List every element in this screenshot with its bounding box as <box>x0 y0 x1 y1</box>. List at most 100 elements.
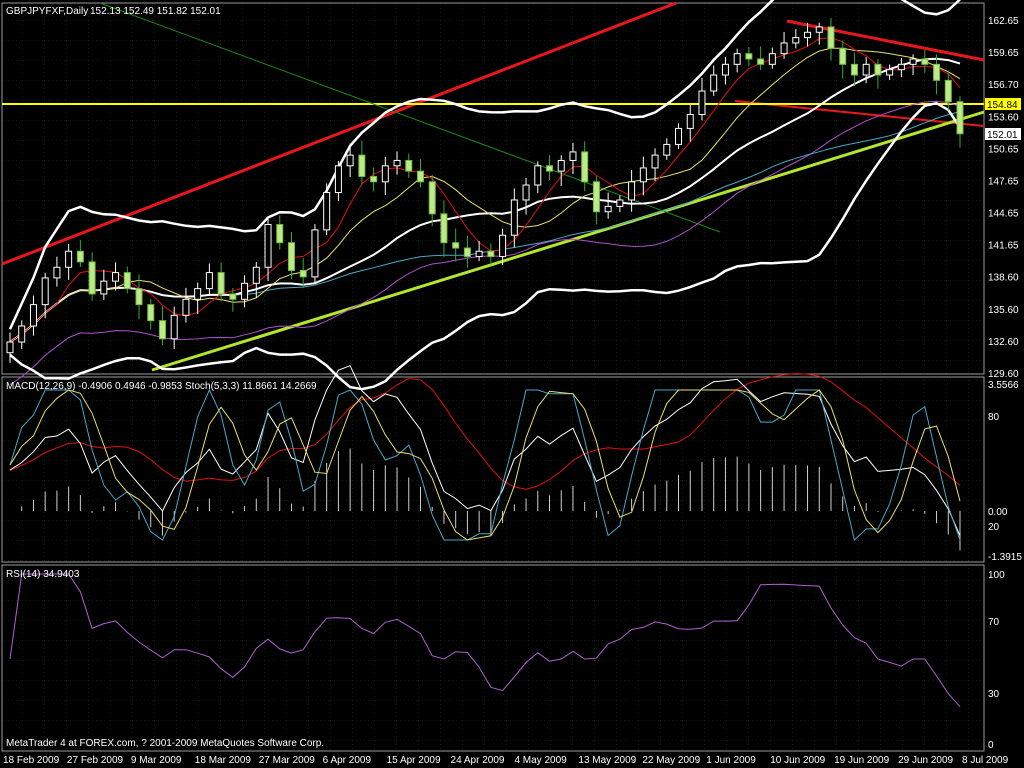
candle-body <box>675 127 683 145</box>
date-tick-label: 13 May 2009 <box>578 755 636 766</box>
candle-body <box>581 151 589 183</box>
bollinger-lower <box>9 101 962 391</box>
macd-main-line <box>9 365 961 536</box>
candle-body <box>405 159 413 172</box>
macd-stoch-lines <box>9 365 961 551</box>
candle-body <box>534 165 542 186</box>
date-tick-label: 19 Jun 2009 <box>834 755 889 766</box>
candle-body <box>745 53 753 60</box>
candle-body <box>510 199 518 236</box>
candle-body <box>639 167 647 183</box>
candle-body <box>100 280 108 295</box>
candle-body <box>804 31 812 39</box>
price-tick-label: 129.60 <box>988 369 1019 380</box>
date-tick-label: 10 Jun 2009 <box>770 755 825 766</box>
rsi-header: RSI(14) 34.9403 <box>6 569 80 580</box>
price-axis: 162.65 159.65 156.70 153.60 150.65 147.65 144.… <box>988 16 1019 380</box>
date-tick-label: 22 May 2009 <box>642 755 700 766</box>
candle-body <box>41 277 49 306</box>
candle-body <box>276 224 284 244</box>
candle-body <box>733 53 741 65</box>
macd-axis: 3.5566 80 0.00 20 -1.3915 <box>988 380 1022 563</box>
price-tick-label: 144.65 <box>988 209 1019 220</box>
candle-body <box>686 114 694 129</box>
candle-body <box>53 266 61 279</box>
candle-body <box>757 58 765 65</box>
candle-body <box>158 320 166 340</box>
candle-body <box>616 199 624 207</box>
candle-body <box>780 42 788 55</box>
candle-body <box>393 159 401 167</box>
candle-body <box>487 250 495 258</box>
date-tick-label: 24 Apr 2009 <box>451 755 505 766</box>
candle-body <box>452 242 460 249</box>
rsi-tick-label: 30 <box>988 689 1000 700</box>
candle-body <box>628 181 636 201</box>
date-tick-label: 4 May 2009 <box>514 755 567 766</box>
candle-body <box>850 63 858 76</box>
candle-body <box>428 181 436 215</box>
ma-yellow-line <box>9 47 961 343</box>
candle-body <box>897 63 905 71</box>
level-tag-box <box>985 98 1021 110</box>
candle-body <box>909 58 917 65</box>
candle-body <box>299 269 307 278</box>
date-tick-label: 1 Jun 2009 <box>706 755 756 766</box>
candle-body <box>29 304 37 327</box>
candle-body <box>546 165 554 172</box>
candle-body <box>194 288 202 300</box>
candle-body <box>463 247 471 258</box>
candle-body <box>604 205 612 213</box>
candlesticks <box>6 17 964 363</box>
macd-tick-label: 0.00 <box>988 507 1008 518</box>
footer-copyright: MetaTrader 4 at FOREX.com, ? 2001-2009 M… <box>6 738 324 749</box>
lower-right-red-trendline <box>734 100 985 127</box>
candle-body <box>76 250 84 263</box>
date-tick-label: 27 Feb 2009 <box>67 755 124 766</box>
price-tick-label: 159.65 <box>988 48 1019 59</box>
candle-body <box>522 184 530 201</box>
bollinger-mid <box>9 57 961 343</box>
thin-green-diagonal <box>99 2 721 233</box>
candle-body <box>6 341 14 354</box>
rsi-line <box>9 573 961 708</box>
ohlc-header: 152.13 152.49 151.82 152.01 <box>90 6 221 17</box>
candle-body <box>956 101 964 135</box>
candle-body <box>416 170 424 183</box>
candle-body <box>323 191 331 231</box>
price-tick-label: 135.60 <box>988 305 1019 316</box>
candle-body <box>334 165 342 193</box>
candle-body <box>112 272 120 282</box>
candle-body <box>346 154 354 167</box>
price-panel[interactable] <box>1 2 985 375</box>
macd-header: MACD(12,26,9) -0.4906 0.4946 -0.9853 Sto… <box>6 381 317 392</box>
candle-body <box>370 175 378 183</box>
candle-body <box>358 154 366 177</box>
rsi-panel[interactable] <box>1 564 985 752</box>
candle-body <box>874 63 882 76</box>
price-tick-label: 153.60 <box>988 112 1019 123</box>
stoch-main-line <box>9 388 961 541</box>
date-tick-label: 27 Mar 2009 <box>259 755 316 766</box>
candle-body <box>440 213 448 244</box>
candle-body <box>229 293 237 300</box>
candle-body <box>886 69 894 76</box>
date-tick-label: 29 Jun 2009 <box>898 755 953 766</box>
candle-body <box>205 272 213 290</box>
price-tick-label: 132.60 <box>988 337 1019 348</box>
candle-body <box>264 224 272 268</box>
price-indicators <box>8 0 962 391</box>
price-tick-label: 150.65 <box>988 144 1019 155</box>
macd-panel[interactable] <box>1 376 985 563</box>
price-tick-label: 156.70 <box>988 80 1019 91</box>
candle-body <box>862 63 870 76</box>
last-price-text: 152.01 <box>987 130 1018 141</box>
candle-body <box>827 26 835 49</box>
candle-body <box>217 272 225 295</box>
rsi-axis: 100 70 30 0 <box>988 570 1005 751</box>
date-axis: 18 Feb 2009 27 Feb 2009 9 Mar 2009 18 Mar 2… <box>3 755 1009 766</box>
candle-body <box>381 165 389 183</box>
date-tick-label: 18 Feb 2009 <box>3 755 60 766</box>
candle-body <box>663 143 671 156</box>
